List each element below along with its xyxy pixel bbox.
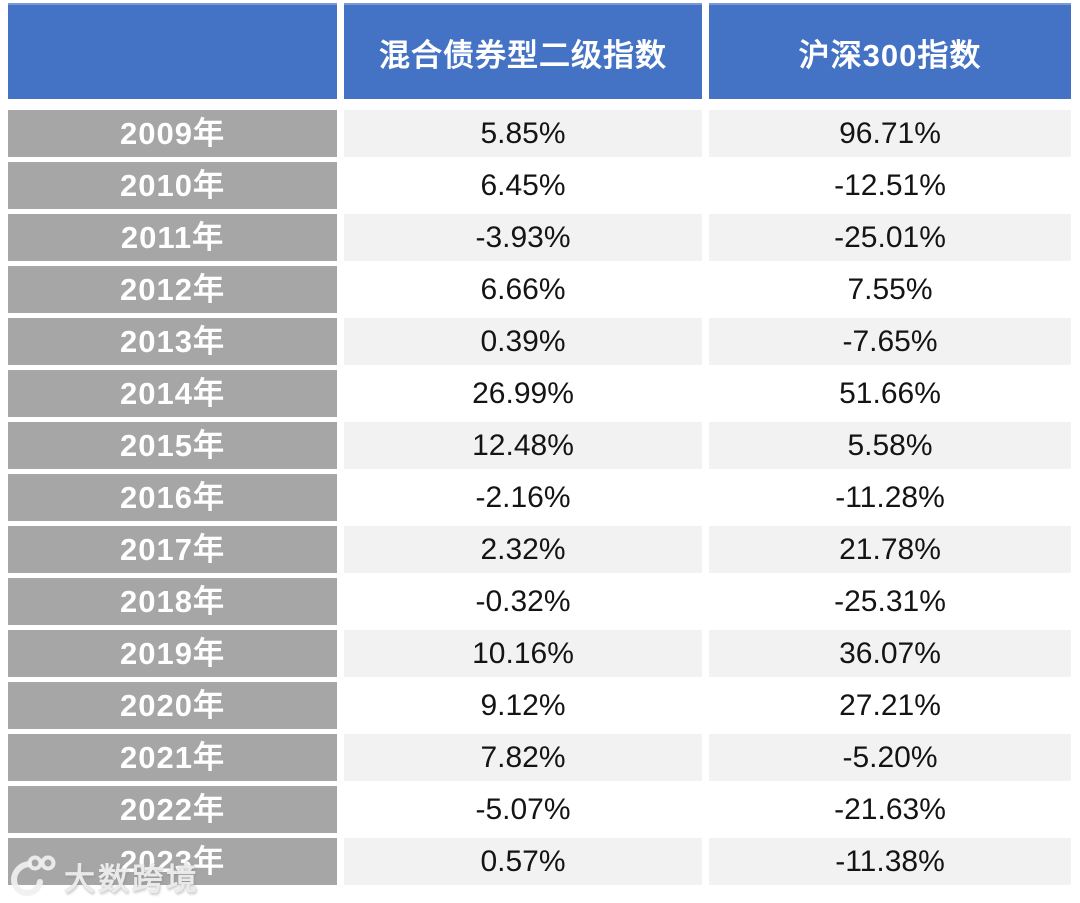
csi300-value-cell: 36.07% xyxy=(709,630,1071,677)
csi300-value-cell: 5.58% xyxy=(709,422,1071,469)
year-cell: 2017年 xyxy=(8,526,337,573)
csi300-value-cell: -21.63% xyxy=(709,786,1071,833)
csi300-value-cell: -7.65% xyxy=(709,318,1071,365)
csi300-value-cell: 96.71% xyxy=(709,110,1071,157)
annual-returns-table: 混合债券型二级指数 沪深300指数 2009年 5.85% 96.71% 201… xyxy=(8,3,1071,885)
bond-index-value-cell: -0.32% xyxy=(344,578,702,625)
year-cell: 2013年 xyxy=(8,318,337,365)
bond-index-value-cell: 6.66% xyxy=(344,266,702,313)
table-body: 2009年 5.85% 96.71% 2010年 6.45% -12.51% 2… xyxy=(8,110,1071,885)
bond-index-value-cell: 0.39% xyxy=(344,318,702,365)
csi300-value-cell: -25.31% xyxy=(709,578,1071,625)
csi300-value-cell: -25.01% xyxy=(709,214,1071,261)
year-cell: 2015年 xyxy=(8,422,337,469)
year-cell: 2023年 xyxy=(8,838,337,885)
csi300-value-cell: -5.20% xyxy=(709,734,1071,781)
bond-index-value-cell: 5.85% xyxy=(344,110,702,157)
table-header-row: 混合债券型二级指数 沪深300指数 xyxy=(8,3,1071,99)
bond-index-value-cell: -2.16% xyxy=(344,474,702,521)
bond-index-value-cell: 7.82% xyxy=(344,734,702,781)
year-cell: 2009年 xyxy=(8,110,337,157)
bond-index-value-cell: -3.93% xyxy=(344,214,702,261)
bond-index-value-cell: 26.99% xyxy=(344,370,702,417)
bond-index-value-cell: 12.48% xyxy=(344,422,702,469)
year-cell: 2021年 xyxy=(8,734,337,781)
bond-index-value-cell: -5.07% xyxy=(344,786,702,833)
year-cell: 2010年 xyxy=(8,162,337,209)
csi300-value-cell: 7.55% xyxy=(709,266,1071,313)
bond-index-value-cell: 6.45% xyxy=(344,162,702,209)
year-cell: 2011年 xyxy=(8,214,337,261)
csi300-value-cell: 27.21% xyxy=(709,682,1071,729)
year-cell: 2014年 xyxy=(8,370,337,417)
year-cell: 2019年 xyxy=(8,630,337,677)
header-corner-cell xyxy=(8,3,337,99)
bond-index-value-cell: 10.16% xyxy=(344,630,702,677)
csi300-value-cell: 51.66% xyxy=(709,370,1071,417)
year-cell: 2018年 xyxy=(8,578,337,625)
csi300-value-cell: -12.51% xyxy=(709,162,1071,209)
year-cell: 2016年 xyxy=(8,474,337,521)
year-cell: 2012年 xyxy=(8,266,337,313)
year-cell: 2022年 xyxy=(8,786,337,833)
csi300-value-cell: 21.78% xyxy=(709,526,1071,573)
bond-index-value-cell: 9.12% xyxy=(344,682,702,729)
year-cell: 2020年 xyxy=(8,682,337,729)
bond-index-value-cell: 0.57% xyxy=(344,838,702,885)
header-col-mixed-bond-index: 混合债券型二级指数 xyxy=(344,3,702,99)
bond-index-value-cell: 2.32% xyxy=(344,526,702,573)
csi300-value-cell: -11.38% xyxy=(709,838,1071,885)
header-col-csi300-index: 沪深300指数 xyxy=(709,3,1071,99)
csi300-value-cell: -11.28% xyxy=(709,474,1071,521)
